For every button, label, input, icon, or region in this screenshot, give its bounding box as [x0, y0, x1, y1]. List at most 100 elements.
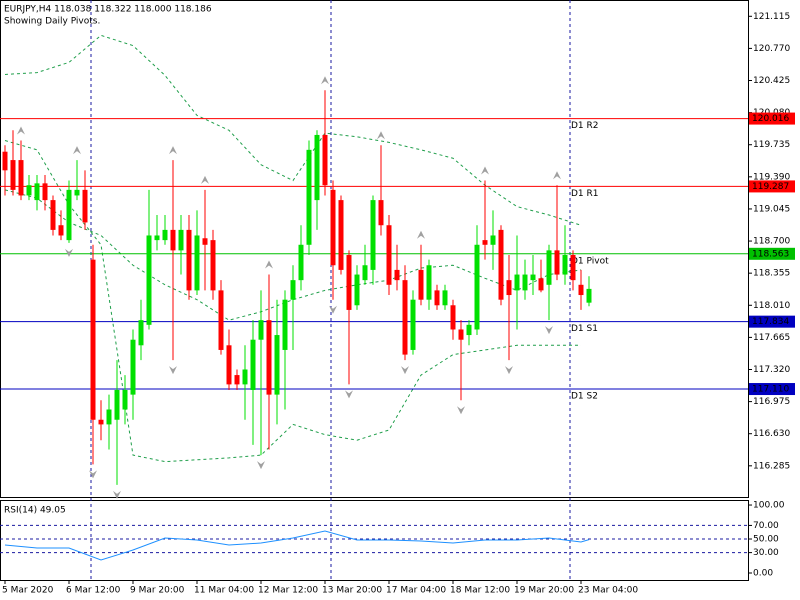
y-tick-label: 118.355 [753, 269, 790, 279]
candle-body [386, 225, 392, 285]
y-tick-label: 116.285 [753, 461, 790, 471]
candle-body [2, 151, 8, 171]
candle-body [26, 185, 32, 196]
candle-body [410, 299, 416, 350]
fractal [89, 470, 97, 479]
fractal [481, 166, 489, 175]
fractal [169, 146, 177, 155]
pivot-name: D1 R2 [571, 121, 599, 131]
candle-body [258, 320, 264, 340]
candle-body [50, 200, 56, 230]
candle-body [474, 244, 480, 330]
candle-body [442, 290, 448, 306]
fractal [553, 171, 561, 180]
pivot-name: D1 R1 [571, 189, 599, 199]
x-tick-label: 11 Mar 04:00 [194, 586, 254, 596]
x-tick-label: 19 Mar 20:00 [514, 586, 574, 596]
fractal [329, 305, 337, 314]
candle-body [18, 160, 24, 196]
fractal [169, 366, 177, 375]
candle-body [114, 389, 120, 420]
candle-body [178, 229, 184, 251]
candle-body [130, 339, 136, 395]
candle-body [538, 278, 544, 291]
pivot-box [749, 383, 795, 396]
candle-body [562, 255, 568, 275]
candle-body [194, 235, 200, 291]
candle-body [34, 183, 40, 201]
candle-body [490, 235, 496, 245]
candle-body [450, 305, 456, 330]
candle-body [354, 274, 360, 306]
fractal [401, 366, 409, 375]
fractal [545, 326, 553, 335]
candle-body [298, 244, 304, 281]
pivot-value: 117.834 [752, 317, 789, 327]
candle-body [170, 229, 176, 251]
x-tick-label: 17 Mar 04:00 [386, 586, 446, 596]
candle-body [106, 409, 112, 425]
candle-body [138, 320, 144, 346]
candle-body [162, 229, 168, 241]
fractal [113, 490, 121, 499]
candle-body [146, 235, 152, 325]
pivot-name: D1 Pivot [571, 256, 609, 266]
pivot-box [749, 112, 795, 125]
fractal [65, 248, 73, 257]
candle-body [554, 250, 560, 275]
x-tick-label: 23 Mar 04:00 [578, 586, 638, 596]
candle-body [330, 189, 336, 266]
candle-body [282, 299, 288, 350]
candle-body [202, 238, 208, 245]
pivot-name: D1 S1 [571, 324, 598, 334]
x-tick-label: 18 Mar 12:00 [450, 586, 510, 596]
y-tick-label: 120.425 [753, 76, 790, 86]
candle-body [10, 160, 16, 190]
y-tick-label: 100.00 [753, 501, 785, 511]
x-tick-label: 5 Mar 2020 [2, 586, 54, 596]
y-tick-label: 70.00 [753, 521, 779, 531]
x-tick-label: 12 Mar 12:00 [258, 586, 318, 596]
pivot-value: 118.563 [752, 249, 789, 259]
candle-body [266, 320, 272, 395]
candle-body [338, 200, 344, 270]
candle-body [498, 229, 504, 300]
candle-body [290, 280, 296, 300]
candle-body [250, 339, 256, 390]
pivot-box [749, 247, 795, 260]
y-tick-label: 50.00 [753, 535, 779, 545]
candle-body [482, 240, 488, 245]
candle-body [242, 369, 248, 385]
y-tick-label: 119.045 [753, 204, 790, 214]
band-lower [4, 140, 581, 463]
chart-subtitle: Showing Daily Pivots. [4, 17, 100, 27]
fractal [265, 260, 273, 269]
pivot-name: D1 S2 [571, 392, 598, 402]
candle-body [58, 225, 64, 236]
candle-body [74, 189, 80, 196]
candle-body [306, 149, 312, 245]
candle-body [362, 265, 368, 281]
y-tick-label: 116.630 [753, 429, 790, 439]
y-tick-label: 117.665 [753, 333, 790, 343]
candle-body [218, 290, 224, 350]
pivot-value: 120.016 [752, 114, 789, 124]
candle-body [226, 345, 232, 385]
fractal [257, 461, 265, 470]
pivot-value: 117.110 [752, 385, 789, 395]
x-tick-label: 6 Mar 12:00 [66, 586, 121, 596]
candle-body [154, 235, 160, 241]
y-tick-label: 118.010 [753, 301, 790, 311]
candle-body [346, 255, 352, 310]
y-tick-label: 119.390 [753, 172, 790, 182]
y-tick-label: 30.00 [753, 548, 779, 558]
pivot-value: 119.287 [752, 182, 789, 192]
fractal [377, 131, 385, 140]
candle-body [314, 134, 320, 201]
candle-body [426, 265, 432, 300]
candle-body [418, 269, 424, 300]
y-tick-label: 120.770 [753, 44, 790, 54]
candle-body [98, 419, 104, 425]
